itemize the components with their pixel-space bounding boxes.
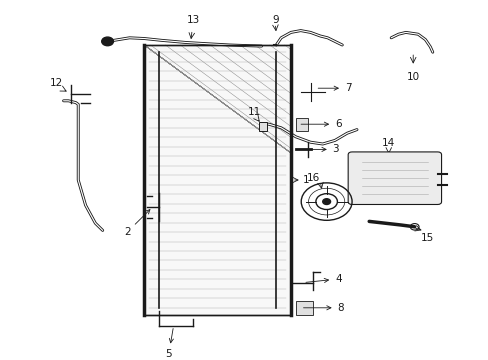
Bar: [259, 122, 266, 131]
Text: 9: 9: [271, 15, 278, 25]
Text: 1: 1: [303, 175, 309, 185]
Text: 3: 3: [303, 144, 339, 154]
Text: 2: 2: [123, 210, 150, 237]
Circle shape: [102, 37, 113, 46]
Bar: [295, 118, 307, 131]
Text: 4: 4: [305, 274, 341, 284]
Text: 12: 12: [49, 78, 63, 88]
Bar: [295, 301, 312, 315]
Text: 10: 10: [406, 72, 419, 82]
Text: 16: 16: [306, 173, 320, 183]
Text: 14: 14: [381, 138, 395, 148]
Text: 7: 7: [318, 83, 351, 93]
Bar: [144, 45, 290, 315]
Circle shape: [322, 199, 330, 204]
Text: 15: 15: [420, 233, 434, 243]
Text: 5: 5: [165, 329, 173, 359]
Bar: [144, 45, 290, 315]
Text: 6: 6: [301, 119, 341, 129]
Text: 11: 11: [247, 107, 261, 117]
Text: 13: 13: [186, 15, 200, 25]
FancyBboxPatch shape: [347, 152, 441, 204]
Text: 8: 8: [303, 303, 344, 313]
